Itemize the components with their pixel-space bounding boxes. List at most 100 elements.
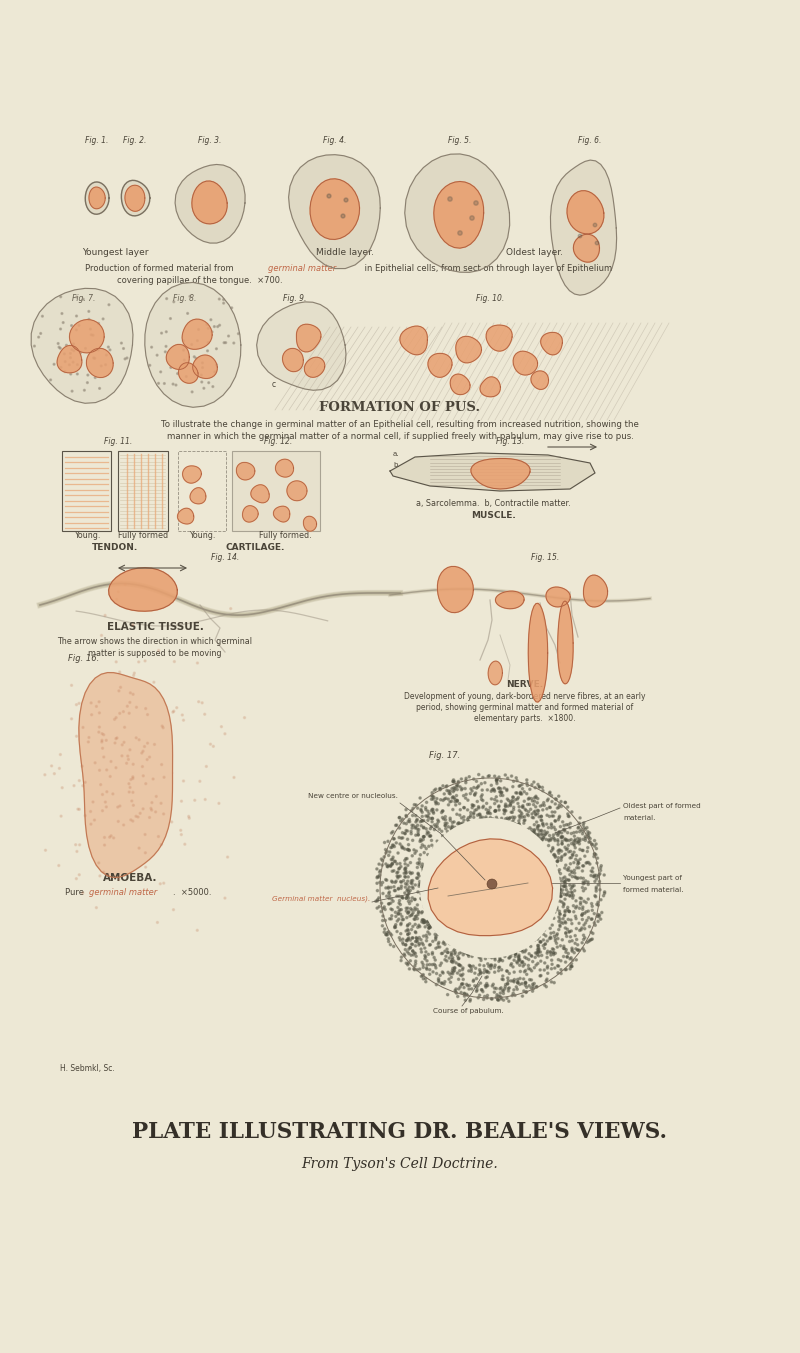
Circle shape xyxy=(597,913,599,916)
Circle shape xyxy=(541,820,543,821)
Circle shape xyxy=(465,782,467,783)
Circle shape xyxy=(591,917,593,920)
Circle shape xyxy=(180,833,182,836)
Circle shape xyxy=(549,792,551,793)
Circle shape xyxy=(162,813,165,815)
Circle shape xyxy=(435,801,438,804)
Circle shape xyxy=(478,774,480,775)
Circle shape xyxy=(161,725,163,727)
Circle shape xyxy=(562,923,564,924)
Circle shape xyxy=(504,805,506,806)
Circle shape xyxy=(560,805,562,808)
Circle shape xyxy=(102,809,103,812)
Polygon shape xyxy=(178,509,194,524)
Circle shape xyxy=(433,796,435,798)
Circle shape xyxy=(512,980,514,982)
Circle shape xyxy=(518,809,520,812)
Circle shape xyxy=(420,976,422,977)
Circle shape xyxy=(577,862,579,863)
Circle shape xyxy=(550,967,553,970)
Circle shape xyxy=(514,955,516,958)
Circle shape xyxy=(542,823,544,824)
Circle shape xyxy=(566,955,568,958)
Circle shape xyxy=(530,970,533,971)
Text: Fully formed: Fully formed xyxy=(118,530,168,540)
Circle shape xyxy=(540,815,542,817)
Circle shape xyxy=(92,801,94,802)
Circle shape xyxy=(402,897,404,898)
Circle shape xyxy=(388,893,390,894)
Circle shape xyxy=(492,787,494,790)
Circle shape xyxy=(569,827,571,828)
Circle shape xyxy=(78,844,81,846)
Circle shape xyxy=(514,816,516,819)
Circle shape xyxy=(420,809,422,812)
Circle shape xyxy=(571,947,573,950)
Circle shape xyxy=(407,962,410,965)
Circle shape xyxy=(82,727,84,728)
Circle shape xyxy=(201,382,202,383)
Circle shape xyxy=(502,976,504,977)
Circle shape xyxy=(586,850,589,852)
Circle shape xyxy=(537,951,539,953)
Circle shape xyxy=(470,970,473,973)
Polygon shape xyxy=(79,672,173,878)
Circle shape xyxy=(559,894,562,897)
Circle shape xyxy=(450,954,453,955)
Circle shape xyxy=(547,839,550,840)
Circle shape xyxy=(196,930,198,931)
Circle shape xyxy=(402,897,403,898)
Circle shape xyxy=(115,737,117,740)
Circle shape xyxy=(452,781,454,783)
Circle shape xyxy=(486,789,489,792)
Circle shape xyxy=(557,850,559,852)
Circle shape xyxy=(516,798,518,800)
Circle shape xyxy=(550,951,552,953)
Circle shape xyxy=(554,820,556,821)
Circle shape xyxy=(580,828,582,831)
Circle shape xyxy=(537,828,538,829)
Circle shape xyxy=(498,787,499,789)
Circle shape xyxy=(432,798,434,800)
Circle shape xyxy=(401,846,403,847)
Bar xyxy=(118,451,168,530)
Circle shape xyxy=(132,778,134,779)
Circle shape xyxy=(376,867,378,870)
Circle shape xyxy=(478,957,480,959)
Polygon shape xyxy=(428,353,452,377)
Circle shape xyxy=(574,889,576,892)
Circle shape xyxy=(401,916,403,917)
Circle shape xyxy=(446,959,448,962)
Circle shape xyxy=(402,938,404,940)
Circle shape xyxy=(567,824,570,825)
Circle shape xyxy=(591,909,594,912)
Polygon shape xyxy=(480,377,500,396)
Circle shape xyxy=(509,817,510,820)
Circle shape xyxy=(494,966,495,969)
Circle shape xyxy=(490,813,491,815)
Circle shape xyxy=(412,950,414,953)
Circle shape xyxy=(538,809,539,812)
Circle shape xyxy=(421,810,423,813)
Circle shape xyxy=(458,958,459,959)
Circle shape xyxy=(206,350,209,352)
Circle shape xyxy=(408,886,410,888)
Circle shape xyxy=(467,953,469,954)
Circle shape xyxy=(574,847,576,848)
Circle shape xyxy=(106,739,107,741)
Circle shape xyxy=(504,955,506,958)
Circle shape xyxy=(468,965,470,966)
Circle shape xyxy=(522,823,525,824)
Circle shape xyxy=(424,958,426,959)
Circle shape xyxy=(206,323,208,325)
Text: Fig. 15.: Fig. 15. xyxy=(531,553,559,561)
Circle shape xyxy=(500,996,502,999)
Circle shape xyxy=(470,999,471,1001)
Circle shape xyxy=(425,951,427,953)
Circle shape xyxy=(527,798,530,800)
Circle shape xyxy=(574,947,577,950)
Polygon shape xyxy=(574,234,599,262)
Circle shape xyxy=(595,843,598,846)
Circle shape xyxy=(479,970,482,973)
Circle shape xyxy=(508,1000,510,1003)
